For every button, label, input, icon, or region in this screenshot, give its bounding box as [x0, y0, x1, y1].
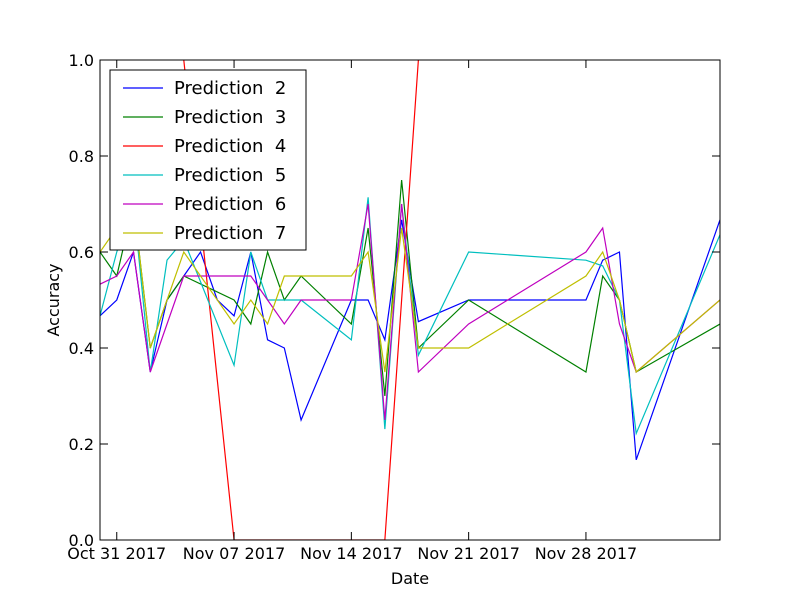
- y-tick-label: 0.2: [69, 435, 94, 454]
- x-tick-label: Nov 07 2017: [183, 544, 285, 563]
- legend-label: Prediction 4: [174, 136, 286, 157]
- x-tick-label: Nov 28 2017: [535, 544, 637, 563]
- x-tick-label: Nov 21 2017: [417, 544, 519, 563]
- y-tick-label: 0.8: [69, 147, 94, 166]
- legend-label: Prediction 2: [174, 78, 286, 99]
- y-tick-label: 1.0: [69, 51, 94, 70]
- x-axis-title: Date: [391, 569, 429, 588]
- axis-ticks: Oct 31 2017 Nov 07 2017 Nov 14 2017 Nov 21 …: [67, 51, 720, 563]
- legend-label: Prediction 3: [174, 107, 286, 128]
- y-tick-label: 0.0: [69, 531, 94, 550]
- legend-label: Prediction 6: [174, 194, 286, 215]
- legend-box: [109, 69, 307, 251]
- series-line-6: [100, 203, 720, 421]
- legend-label: Prediction 7: [174, 223, 286, 244]
- plot-frame: [99, 59, 721, 541]
- series-line-2: [100, 219, 720, 461]
- y-axis-title: Accuracy: [44, 263, 63, 336]
- y-tick-label: 0.6: [69, 243, 94, 262]
- series-line-4: [183, 60, 419, 540]
- legend: Prediction 2 Prediction 3 Prediction 4 Pred…: [109, 69, 307, 251]
- y-tick-label: 0.4: [69, 339, 94, 358]
- x-tick-label: Oct 31 2017: [67, 544, 166, 563]
- x-tick-label: Nov 14 2017: [300, 544, 402, 563]
- series-layer: [100, 60, 720, 540]
- series-line-7: [100, 202, 720, 374]
- legend-label: Prediction 5: [174, 165, 286, 186]
